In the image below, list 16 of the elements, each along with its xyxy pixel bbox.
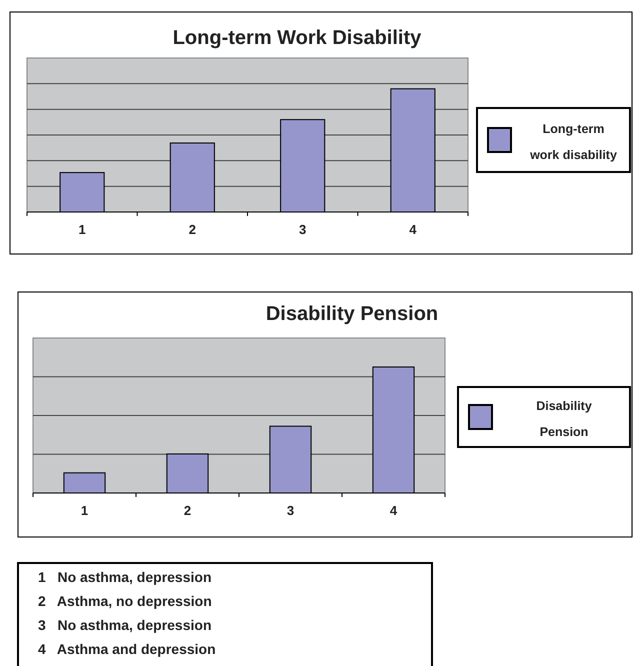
x-tick-label: 3 — [299, 222, 306, 237]
x-tick-label: 2 — [184, 503, 192, 518]
x-tick-label: 1 — [80, 503, 88, 518]
x-tick-label: 2 — [188, 222, 196, 237]
text: 4 Asthma and depression — [38, 641, 216, 657]
text: 3 No asthma, depression — [38, 617, 212, 633]
chart-title: Long-term Work Disability — [172, 27, 422, 49]
x-tick-label: 3 — [286, 503, 294, 518]
text: Disability Pension — [536, 399, 592, 439]
text: 2 Asthma, no depression — [38, 593, 212, 609]
x-tick-label: 4 — [390, 503, 398, 518]
text: Long-term work disability — [529, 122, 617, 162]
text: 1 No asthma, depression — [38, 569, 212, 585]
x-tick-label: 1 — [78, 222, 86, 237]
x-tick-label: 4 — [409, 222, 418, 237]
chart-title: Disability Pension — [266, 303, 438, 325]
